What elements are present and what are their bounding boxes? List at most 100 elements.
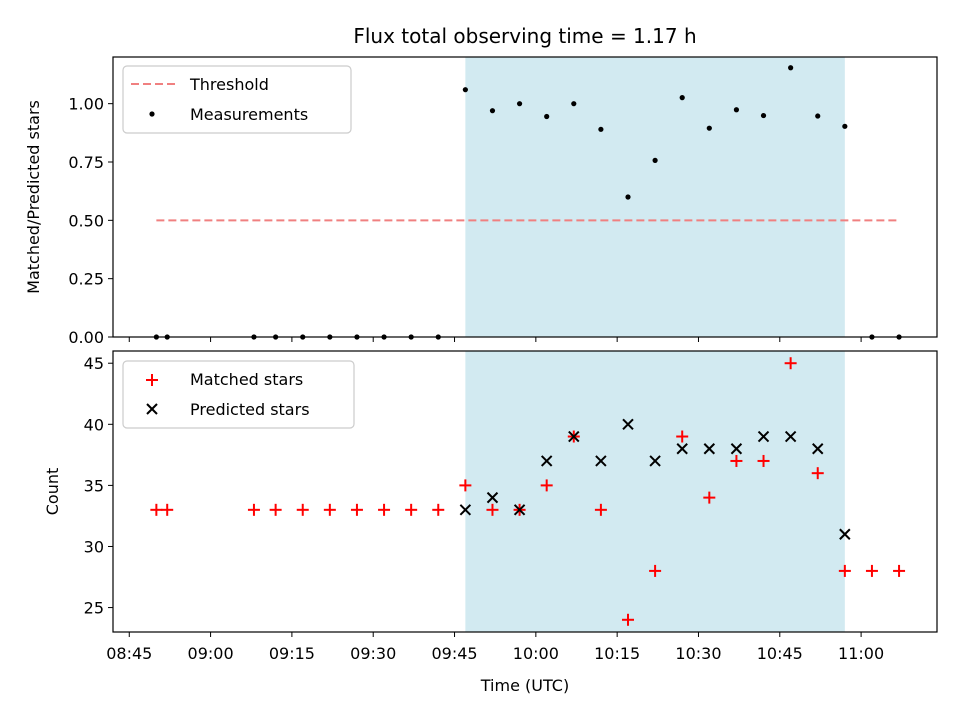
x-tick-label: 09:00: [188, 644, 234, 663]
x-tick-label: 08:45: [106, 644, 152, 663]
bottom-y-tick-label: 25: [84, 599, 104, 618]
x-tick-label: 11:00: [838, 644, 884, 663]
measurement-point: [706, 125, 712, 131]
predicted-star-point: [730, 443, 743, 455]
predicted-star-point: [649, 455, 661, 467]
matched-star-point: [247, 503, 260, 516]
matched-star-point: [269, 503, 282, 516]
x-tick-label: 10:00: [513, 644, 559, 663]
measurement-point: [652, 157, 658, 163]
matched-star-point: [730, 454, 743, 467]
measurement-points: [153, 65, 902, 340]
top-panel: 0.00 0.25 0.50 0.75 1.00 Matched/Predicted s…: [24, 56, 938, 347]
measurement-point: [571, 101, 577, 107]
legend-threshold-label: Threshold: [189, 75, 269, 94]
predicted-star-point: [812, 443, 824, 455]
predicted-stars-points: [459, 418, 851, 540]
measurement-point: [598, 126, 604, 132]
bottom-x-ticks: 08:45 09:00 09:15 09:30 09:45 10:00 10:15 10:30…: [106, 632, 884, 663]
top-y-tick-label: 1.00: [68, 95, 104, 114]
matched-star-point: [703, 491, 716, 504]
legend-matched-swatch: [146, 374, 158, 386]
legend-matched-label: Matched stars: [190, 370, 303, 389]
legend-predicted-label: Predicted stars: [190, 400, 310, 419]
bottom-legend-box: [122, 360, 355, 429]
matched-star-point: [350, 503, 363, 516]
measurement-point: [733, 107, 740, 113]
bottom-y-tick-label: 35: [84, 476, 104, 495]
matched-star-point: [150, 503, 163, 516]
matched-star-point: [486, 503, 499, 516]
predicted-star-point: [540, 455, 553, 467]
bottom-y-tick-label: 40: [84, 415, 104, 434]
predicted-star-point: [703, 443, 716, 455]
predicted-star-point: [784, 430, 797, 443]
legend-measurements-label: Measurements: [190, 105, 308, 124]
matched-star-point: [893, 564, 906, 577]
predicted-star-point: [595, 455, 607, 467]
measurement-point: [788, 65, 794, 71]
bottom-observing-span: [465, 351, 845, 632]
bottom-y-axis-label: Count: [43, 468, 62, 516]
x-axis-label: Time (UTC): [480, 676, 569, 695]
x-tick-label: 09:15: [269, 644, 315, 663]
matched-star-point: [757, 454, 770, 467]
matched-star-point: [676, 430, 689, 443]
bottom-axes-frame: [112, 350, 938, 633]
measurement-point: [815, 113, 821, 119]
x-tick-label: 10:15: [594, 644, 640, 663]
top-x-ticks: [128, 337, 862, 342]
predicted-star-point: [676, 443, 688, 455]
measurement-point: [625, 194, 631, 200]
top-y-tick-label: 0.50: [68, 211, 104, 230]
matched-star-point: [811, 467, 824, 480]
matched-star-point: [405, 503, 418, 516]
top-y-tick-label: 0.75: [68, 153, 104, 172]
matched-star-point: [838, 564, 851, 577]
matched-star-point: [540, 479, 553, 492]
predicted-star-point: [486, 491, 499, 504]
bottom-legend: Matched stars Predicted stars: [122, 360, 355, 429]
matched-star-point: [296, 503, 309, 516]
bottom-y-tick-label: 45: [84, 354, 104, 373]
predicted-star-point: [459, 504, 472, 516]
legend-measurements-swatch: [149, 111, 155, 117]
matched-star-point: [378, 503, 391, 516]
predicted-star-point: [513, 504, 526, 516]
matched-star-point: [865, 564, 878, 577]
matched-star-point: [459, 479, 472, 492]
measurement-point: [679, 95, 685, 101]
matched-star-point: [161, 503, 174, 516]
top-legend: Threshold Measurements: [122, 65, 352, 134]
measurement-point: [842, 123, 848, 129]
top-legend-box: [122, 65, 352, 134]
top-axes-frame: [112, 56, 938, 338]
matched-star-point: [432, 503, 445, 516]
matched-star-point: [784, 357, 797, 370]
matched-star-point: [649, 564, 662, 577]
matched-star-point: [622, 613, 634, 626]
measurement-point: [760, 112, 767, 119]
x-tick-label: 10:45: [757, 644, 803, 663]
predicted-star-point: [757, 430, 770, 443]
bottom-panel: 25 30 35 40 45 08:45 09:00 09:15 09:30 09:45 10:0…: [43, 350, 938, 695]
matched-star-point: [323, 503, 336, 516]
measurement-point: [489, 108, 496, 114]
bottom-y-tick-label: 30: [84, 537, 104, 556]
top-y-tick-label: 0.25: [68, 270, 104, 289]
top-y-tick-label: 0.00: [68, 328, 104, 347]
x-tick-label: 09:45: [431, 644, 477, 663]
legend-predicted-swatch: [146, 403, 158, 415]
measurement-point: [462, 87, 468, 93]
top-y-axis-label: Matched/Predicted stars: [24, 100, 43, 294]
predicted-star-point: [839, 528, 851, 540]
matched-star-point: [594, 503, 607, 516]
x-tick-label: 09:30: [350, 644, 396, 663]
x-tick-label: 10:30: [675, 644, 721, 663]
top-observing-span: [465, 57, 845, 337]
predicted-star-point: [568, 430, 580, 443]
measurement-point: [516, 101, 523, 107]
measurement-point: [544, 113, 550, 120]
bottom-y-ticks: 25 30 35 40 45: [84, 354, 113, 618]
